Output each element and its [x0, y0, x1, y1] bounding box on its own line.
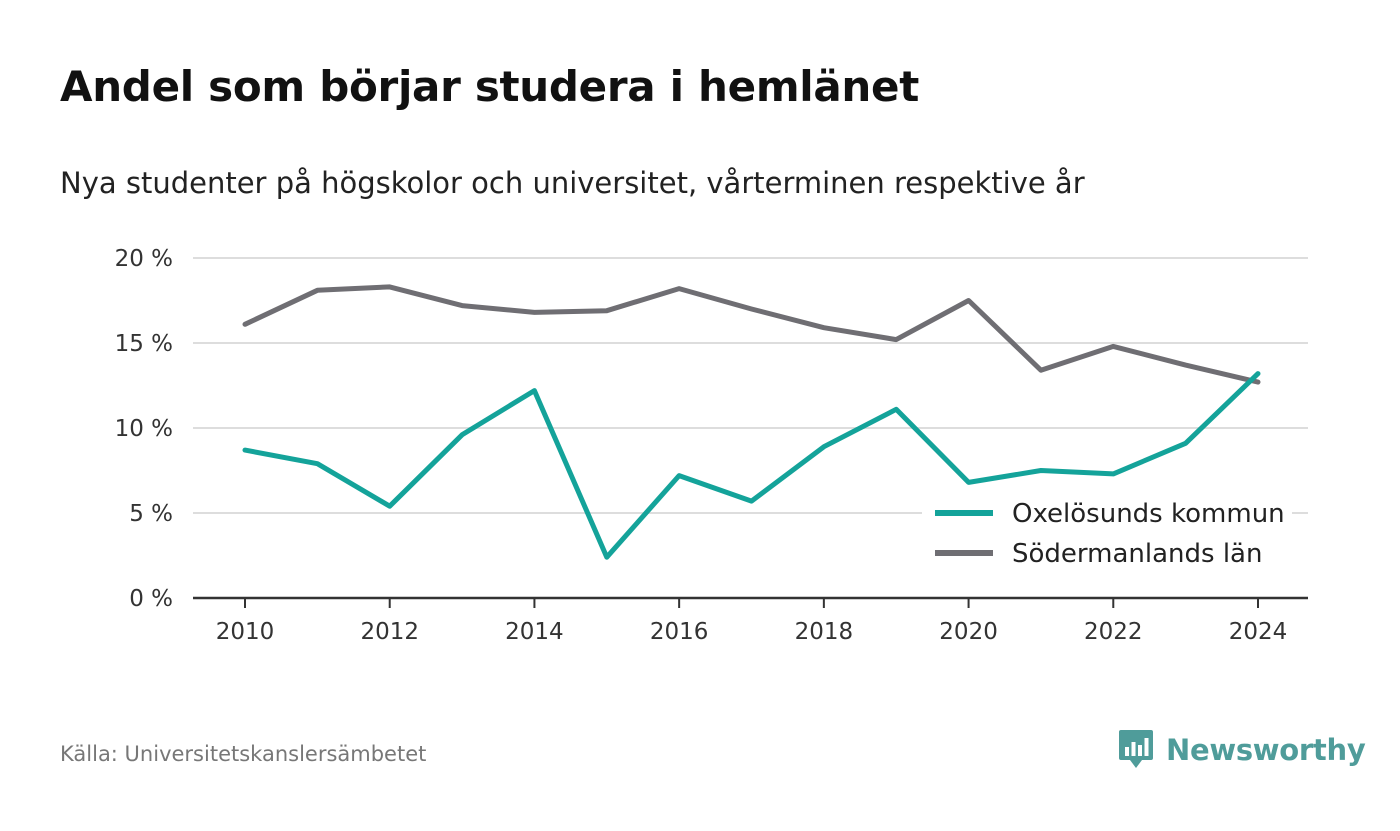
x-tick-label: 2012 — [360, 619, 419, 645]
x-tick-label: 2014 — [505, 619, 564, 645]
series-lines — [242, 284, 1261, 560]
grid-lines — [193, 257, 1308, 608]
x-tick-label: 2022 — [1084, 619, 1143, 645]
x-tick-label: 2020 — [939, 619, 998, 645]
chart-title: Andel som börjar studera i hemlänet — [60, 62, 919, 111]
brand-logo: Newsworthy — [1118, 728, 1366, 772]
legend-entry: Södermanlands län — [1012, 539, 1262, 569]
y-tick-label: 5 % — [129, 501, 173, 527]
x-tick-labels: 2010 2012 2014 2016 2018 2020 2022 2024 — [216, 619, 1288, 645]
source-note: Källa: Universitetskanslersämbetet — [60, 742, 427, 766]
x-tick-label: 2024 — [1229, 619, 1288, 645]
y-tick-label: 0 % — [129, 586, 173, 612]
newsworthy-logo-icon — [1119, 730, 1153, 768]
legend: Oxelösunds kommun Södermanlands län — [922, 488, 1292, 580]
x-tick-label: 2016 — [650, 619, 709, 645]
y-tick-label: 15 % — [115, 331, 173, 357]
series-line-1 — [242, 284, 1261, 385]
series-line-0 — [242, 371, 1261, 560]
x-tick-label: 2018 — [795, 619, 854, 645]
brand-name: Newsworthy — [1166, 733, 1366, 767]
chart-subtitle: Nya studenter på högskolor och universit… — [60, 166, 1085, 200]
legend-entry: Oxelösunds kommun — [1012, 499, 1285, 529]
y-tick-label: 20 % — [115, 246, 173, 272]
x-tick-label: 2010 — [216, 619, 275, 645]
y-tick-labels: 0 % 5 % 10 % 15 % 20 % — [115, 246, 173, 612]
y-tick-label: 10 % — [115, 416, 173, 442]
legend-background — [922, 488, 1292, 580]
